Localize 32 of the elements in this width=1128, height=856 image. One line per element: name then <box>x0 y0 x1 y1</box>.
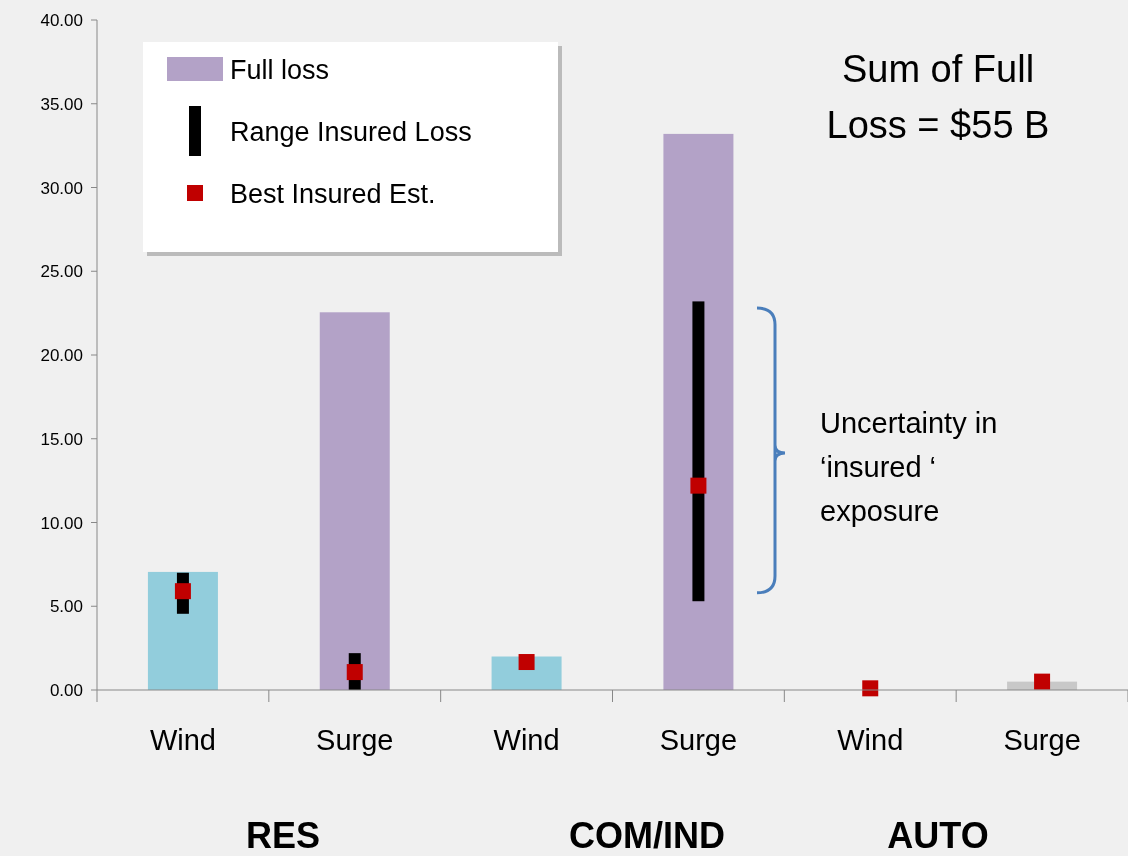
x-tick-label: Wind <box>493 724 560 756</box>
text: COM/IND <box>569 815 725 856</box>
point <box>690 477 707 494</box>
legend-label: Full loss <box>230 55 330 85</box>
bar <box>663 133 734 690</box>
bar <box>319 312 390 690</box>
annotation: Sum of Full Loss = $55 B <box>826 48 1050 146</box>
x-tick-label: Wind <box>837 724 904 756</box>
x-tick-label: Wind <box>149 724 216 756</box>
x-tick-label: Surge <box>1003 724 1081 756</box>
point <box>174 583 191 600</box>
y-tick-label: 25.00 <box>40 262 83 282</box>
bar <box>692 301 705 602</box>
y-tick-label: 35.00 <box>40 94 83 114</box>
point <box>346 664 363 681</box>
y-tick-label: 30.00 <box>40 178 83 198</box>
text: AUTO <box>887 815 989 856</box>
y-tick-label: 5.00 <box>49 597 83 617</box>
x-tick-label: Surge <box>316 724 394 756</box>
point <box>518 654 535 671</box>
y-tick-label: 10.00 <box>40 513 83 533</box>
y-tick-label: 20.00 <box>40 346 83 365</box>
annotation: Uncertainty in ‘insured ‘ exposure <box>820 407 998 527</box>
x-tick-label: Surge <box>659 724 738 756</box>
y-tick-label: 15.00 <box>40 429 83 449</box>
y-tick-label: 0.00 <box>49 681 83 700</box>
y-tick-label: 40.00 <box>40 11 83 30</box>
point <box>1034 673 1051 690</box>
text: RES <box>245 815 321 856</box>
legend-label: Range Insured Loss <box>230 117 472 147</box>
bar <box>147 571 218 690</box>
legend-label: Best Insured Est. <box>230 179 436 209</box>
